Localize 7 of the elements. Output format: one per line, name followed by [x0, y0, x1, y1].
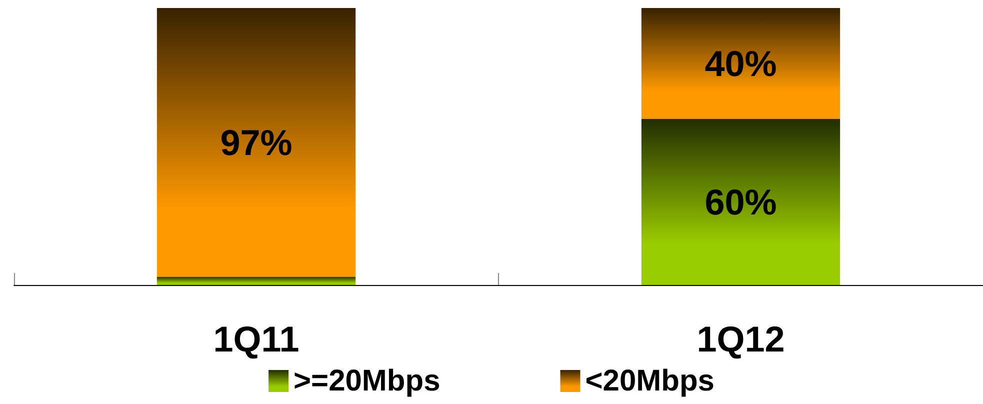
data-label: 60%	[704, 181, 777, 222]
x-tick-label: 1Q12	[696, 318, 785, 360]
data-label: 97%	[220, 122, 292, 163]
data-label: 40%	[704, 42, 777, 84]
x-tick-label: 1Q11	[213, 318, 300, 360]
legend-label: >=20Mbps	[294, 364, 440, 398]
legend-label: <20Mbps	[585, 364, 714, 398]
